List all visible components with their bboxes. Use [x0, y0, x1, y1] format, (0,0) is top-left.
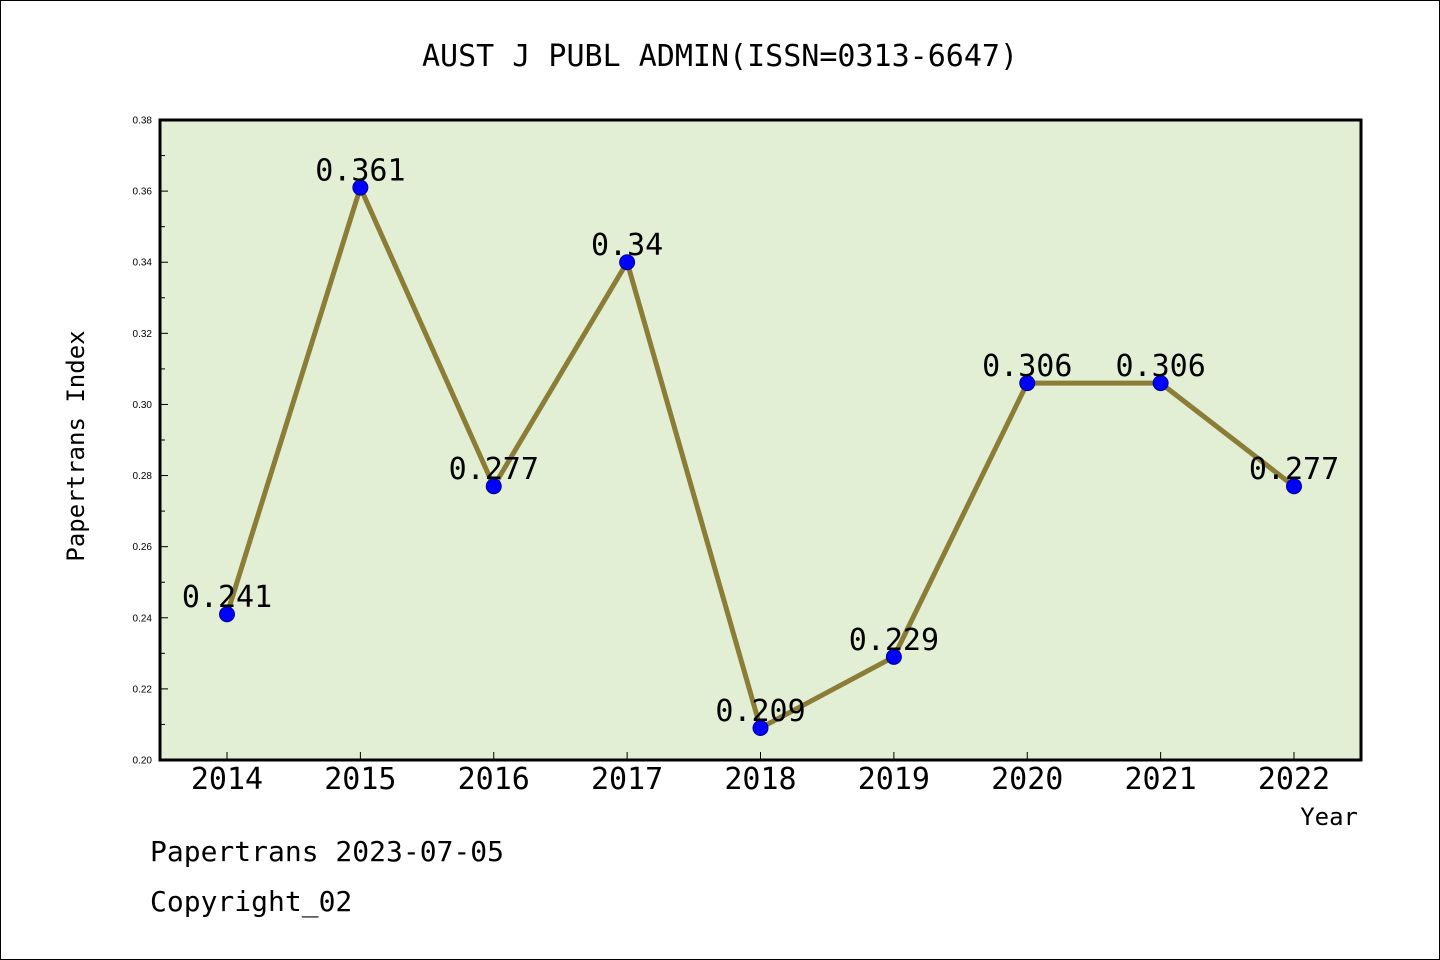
- y-tick-label: 0.24: [133, 613, 153, 624]
- data-label: 0.306: [982, 349, 1072, 384]
- y-axis-label: Papertrans Index: [62, 330, 90, 561]
- footer-copyright: Copyright_02: [150, 885, 353, 918]
- data-point: [1019, 375, 1036, 392]
- footer-date: Papertrans 2023-07-05: [150, 835, 505, 868]
- y-tick-label: 0.20: [133, 756, 153, 767]
- x-tick-label: 2017: [591, 762, 663, 797]
- x-tick-label: 2020: [991, 762, 1063, 797]
- y-tick-label: 0.28: [133, 471, 153, 482]
- data-label: 0.361: [315, 154, 405, 189]
- y-tick-label: 0.36: [133, 187, 153, 198]
- y-tick-label: 0.32: [133, 329, 153, 340]
- data-point: [1152, 375, 1169, 392]
- x-tick-label: 2016: [458, 762, 530, 797]
- x-tick-label: 2015: [324, 762, 396, 797]
- x-axis: 2014 2015 2016 2017 2018 2019 2020 2021 2022: [191, 752, 1330, 797]
- plot-area: [158, 118, 1363, 762]
- data-point: [752, 720, 769, 736]
- x-axis-label: Year: [1300, 803, 1358, 831]
- data-label: 0.277: [1249, 452, 1339, 487]
- x-tick-label: 2021: [1125, 762, 1197, 797]
- data-point: [219, 606, 235, 623]
- data-labels: 0.241 0.361 0.277 0.34 0.209 0.229 0.306 0.306 0…: [182, 154, 1339, 729]
- chart-title: AUST J PUBL ADMIN(ISSN=0313-6647): [422, 39, 1018, 74]
- data-point: [619, 254, 636, 271]
- x-tick-label: 2022: [1258, 762, 1330, 797]
- x-tick-label: 2018: [724, 762, 796, 797]
- data-label: 0.229: [849, 623, 939, 658]
- data-point: [485, 478, 502, 495]
- y-axis: 0.20 0.22 0.24 0.26 0.28 0.30 0.32 0.34 0.36 0.38: [133, 116, 168, 767]
- data-label: 0.34: [591, 228, 663, 263]
- y-tick-label: 0.34: [133, 258, 153, 269]
- y-tick-label: 0.26: [133, 542, 153, 553]
- series-markers: [219, 179, 1302, 736]
- data-point: [885, 648, 902, 665]
- data-point: [1286, 478, 1302, 495]
- data-point: [352, 179, 369, 196]
- data-label: 0.241: [182, 580, 272, 615]
- data-label: 0.306: [1115, 349, 1205, 384]
- y-tick-label: 0.38: [133, 116, 153, 127]
- x-tick-label: 2014: [191, 762, 263, 797]
- data-label: 0.277: [449, 452, 539, 487]
- data-label: 0.209: [715, 694, 805, 729]
- y-tick-label: 0.22: [133, 684, 153, 695]
- y-tick-label: 0.30: [133, 400, 153, 411]
- x-tick-label: 2019: [858, 762, 930, 797]
